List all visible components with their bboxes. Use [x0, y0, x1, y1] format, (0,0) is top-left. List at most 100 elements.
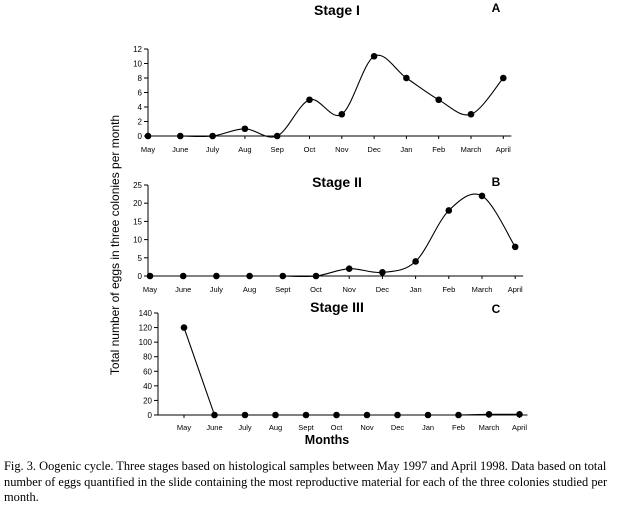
x-tick-label: Nov [343, 285, 357, 294]
oogenic-cycle-figure: Stage I A 0 2 4 6 8 10 12 May June July Aug Sep Oct Nov… [108, 1, 528, 447]
x-tick-label: Oct [331, 423, 344, 432]
x-tick-label: June [206, 423, 222, 432]
data-point [272, 411, 279, 419]
panel-letter: C [492, 302, 501, 316]
data-point [273, 132, 281, 140]
data-point [467, 110, 475, 118]
x-tick-label: March [472, 285, 493, 294]
y-tick-label: 4 [138, 103, 143, 112]
series-line [150, 193, 516, 278]
y-tick-label: 15 [133, 217, 142, 226]
y-tick-label: 0 [148, 411, 153, 420]
data-point [345, 265, 353, 273]
x-tick-label: Aug [269, 423, 282, 432]
data-point [180, 324, 188, 331]
series-line [148, 54, 504, 138]
x-tick-label: May [177, 423, 191, 432]
y-tick-label: 2 [138, 118, 143, 127]
y-tick-label: 6 [138, 89, 143, 98]
x-tick-label: Sep [271, 145, 284, 154]
data-point [403, 74, 410, 82]
data-point [511, 243, 519, 251]
data-point [394, 411, 401, 419]
data-point [455, 411, 462, 419]
data-point [209, 132, 216, 140]
data-point [500, 74, 507, 82]
panel-c: Stage III C 0 20 40 60 80 100 120 140 May June July A… [139, 299, 528, 432]
y-tick-label: 80 [143, 353, 152, 362]
y-tick-label: 0 [138, 272, 143, 281]
x-tick-label: Dec [376, 285, 390, 294]
data-point [338, 110, 346, 118]
y-tick-label: 140 [139, 309, 153, 318]
x-tick-label: Oct [304, 145, 317, 154]
data-point [370, 52, 378, 60]
x-tick-label: Nov [360, 423, 374, 432]
y-tick-label: 100 [139, 338, 153, 347]
data-point [144, 132, 152, 140]
y-tick-label: 12 [133, 45, 142, 54]
data-point [213, 272, 220, 280]
x-tick-label: Sept [275, 285, 291, 294]
data-point [302, 411, 310, 419]
x-tick-label: Oct [310, 285, 323, 294]
data-point [424, 411, 432, 419]
data-point [363, 411, 371, 419]
y-axis-label: Total number of eggs in three colonies p… [108, 115, 122, 375]
x-tick-label: Aug [238, 145, 251, 154]
x-tick-label: April [512, 423, 527, 432]
chart-panels: Stage I A 0 2 4 6 8 10 12 May June July Aug Sep Oct Nov… [133, 1, 528, 432]
x-tick-label: April [508, 285, 523, 294]
data-point [241, 411, 249, 419]
x-tick-label: Feb [452, 423, 465, 432]
data-point [485, 410, 493, 418]
panel-title: Stage III [310, 299, 364, 315]
y-tick-label: 0 [138, 132, 143, 141]
x-tick-label: March [479, 423, 500, 432]
data-point [306, 96, 313, 104]
data-point [478, 192, 486, 200]
x-tick-label: July [210, 285, 224, 294]
data-point [177, 132, 184, 140]
x-axis-label: Months [305, 433, 349, 447]
series-line [183, 327, 520, 416]
panel-title: Stage I [314, 2, 360, 18]
y-tick-label: 20 [143, 396, 152, 405]
x-tick-label: Sept [298, 423, 314, 432]
y-tick-label: 20 [133, 199, 142, 208]
x-tick-label: Nov [335, 145, 349, 154]
x-tick-label: July [206, 145, 220, 154]
panel-a: Stage I A 0 2 4 6 8 10 12 May June July Aug Sep Oct Nov… [133, 1, 512, 154]
x-tick-label: June [172, 145, 188, 154]
data-point [379, 269, 386, 276]
panel-title: Stage II [312, 174, 362, 190]
x-tick-label: Feb [442, 285, 455, 294]
x-tick-label: May [143, 285, 157, 294]
data-point [333, 411, 340, 419]
x-tick-label: Jan [410, 285, 422, 294]
y-tick-label: 120 [139, 324, 153, 333]
y-tick-label: 40 [143, 382, 152, 391]
data-point [435, 96, 443, 104]
y-tick-label: 10 [133, 60, 142, 69]
panel-b: Stage II B 0 5 10 15 20 25 May June July Aug Sept Oct… [133, 174, 524, 294]
y-tick-label: 10 [133, 236, 142, 245]
y-tick-label: 5 [138, 254, 143, 263]
x-tick-label: March [461, 145, 482, 154]
data-point [246, 272, 253, 280]
data-point [146, 272, 154, 280]
data-point [412, 258, 419, 265]
figure-caption: Fig. 3. Oogenic cycle. Three stages base… [4, 459, 608, 504]
y-tick-label: 8 [138, 74, 143, 83]
y-tick-label: 60 [143, 367, 152, 376]
x-tick-label: Dec [391, 423, 405, 432]
x-tick-label: Dec [367, 145, 381, 154]
data-point [445, 207, 453, 214]
data-point [211, 411, 218, 419]
x-tick-label: May [141, 145, 155, 154]
x-tick-label: Aug [243, 285, 256, 294]
data-point [516, 410, 523, 418]
x-tick-label: Feb [432, 145, 445, 154]
y-tick-label: 25 [133, 181, 142, 190]
x-tick-label: Jan [400, 145, 412, 154]
